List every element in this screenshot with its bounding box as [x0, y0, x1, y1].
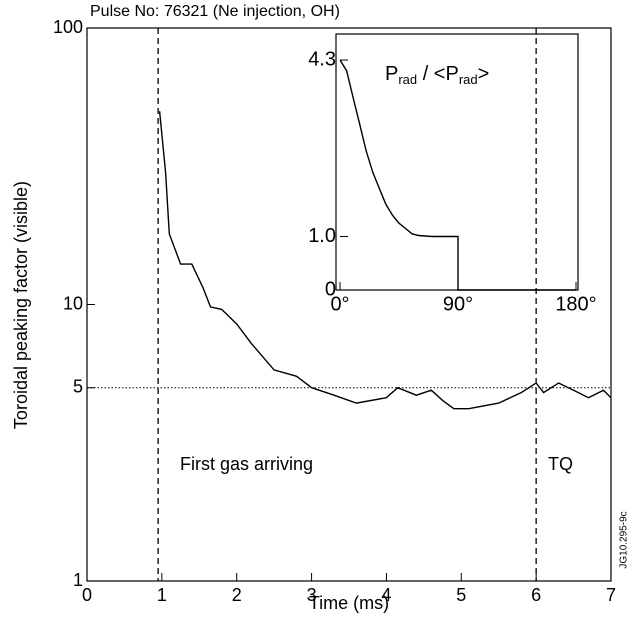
- x-tick-label: 180°: [555, 293, 596, 315]
- x-tick-label: 0°: [330, 293, 349, 315]
- x-tick-label: 2: [232, 585, 242, 605]
- inset-frame: [335, 33, 579, 291]
- y-tick-label: 10: [63, 293, 83, 313]
- y-tick-label: 1.0: [308, 225, 336, 247]
- x-tick-label: 0: [82, 585, 92, 605]
- y-axis-label: Toroidal peaking factor (visible): [11, 181, 31, 429]
- x-axis-label: Time (ms): [309, 593, 389, 613]
- chart-title: Pulse No: 76321 (Ne injection, OH): [90, 3, 340, 20]
- side-note: JG10.295-9c: [619, 511, 630, 568]
- x-tick-label: 5: [456, 585, 466, 605]
- x-tick-label: 4: [381, 585, 391, 605]
- x-tick-label: 3: [307, 585, 317, 605]
- annotation: TQ: [548, 454, 573, 474]
- inset-title: Prad / <Prad>: [385, 63, 489, 87]
- x-tick-label: 6: [531, 585, 541, 605]
- annotation: First gas arriving: [180, 454, 313, 474]
- y-tick-label: 100: [53, 17, 83, 37]
- y-tick-label: 5: [73, 376, 83, 396]
- y-tick-label: 4.3: [308, 48, 336, 70]
- data-line: [339, 59, 576, 291]
- data-line: [158, 111, 612, 410]
- x-tick-label: 1: [157, 585, 167, 605]
- y-tick-label: 1: [73, 570, 83, 590]
- y-tick-label: 0: [325, 278, 336, 300]
- x-tick-label: 7: [606, 585, 616, 605]
- x-tick-label: 90°: [443, 293, 473, 315]
